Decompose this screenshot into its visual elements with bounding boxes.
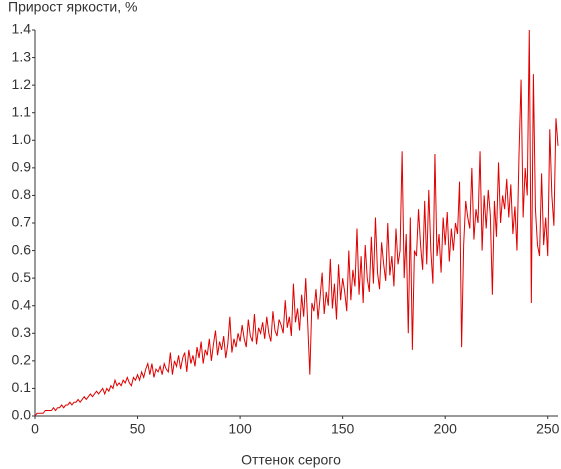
x-tick-label: 200 xyxy=(434,421,458,437)
y-tick-label: 1.3 xyxy=(12,48,32,64)
x-tick-label: 250 xyxy=(536,421,560,437)
y-tick-label: 1.4 xyxy=(12,21,32,37)
x-tick-label: 150 xyxy=(331,421,355,437)
y-tick-label: 0.0 xyxy=(12,407,32,423)
y-tick-label: 0.9 xyxy=(12,159,32,175)
y-tick-label: 0.7 xyxy=(12,214,32,230)
x-tick-label: 0 xyxy=(31,421,39,437)
y-tick-label: 0.2 xyxy=(12,352,32,368)
y-tick-label: 0.1 xyxy=(12,379,32,395)
y-tick-label: 1.1 xyxy=(12,103,32,119)
y-tick-label: 0.8 xyxy=(12,186,32,202)
y-tick-label: 0.3 xyxy=(12,324,32,340)
x-tick-label: 50 xyxy=(130,421,146,437)
y-tick-label: 0.6 xyxy=(12,241,32,257)
x-axis-label: Оттенок серого xyxy=(241,452,341,468)
x-tick-label: 100 xyxy=(228,421,252,437)
data-line xyxy=(34,29,559,417)
y-axis-label: Прирост яркости, % xyxy=(8,0,137,15)
y-tick-label: 0.4 xyxy=(12,296,32,312)
y-tick-label: 0.5 xyxy=(12,269,32,285)
y-tick-label: 1.2 xyxy=(12,76,32,92)
y-tick-label: 1.0 xyxy=(12,131,32,147)
